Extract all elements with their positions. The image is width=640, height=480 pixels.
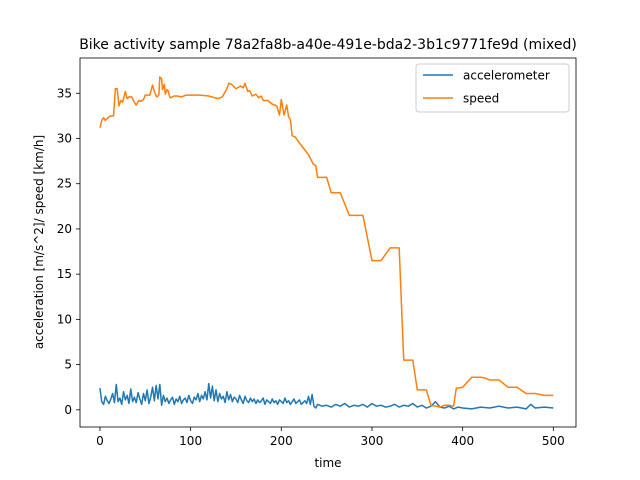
y-tick-label: 0 — [64, 403, 72, 417]
series-line-speed — [99, 76, 554, 408]
x-axis-label: time — [314, 456, 341, 470]
plot-background — [80, 58, 576, 427]
y-tick-label: 20 — [57, 222, 72, 236]
y-axis: 0 5 10 15 20 25 30 35 — [57, 86, 80, 417]
chart-title: Bike activity sample 78a2fa8b-a40e-491e-… — [79, 37, 577, 53]
legend: accelerometer speed — [415, 63, 570, 113]
plot-frame — [79, 57, 577, 428]
x-tick-label: 300 — [361, 434, 384, 448]
series-layer — [99, 76, 554, 410]
y-tick-label: 10 — [57, 312, 72, 326]
y-tick-label: 25 — [57, 177, 72, 191]
y-tick-label: 35 — [57, 86, 72, 100]
x-tick-label: 0 — [96, 434, 104, 448]
x-tick-label: 100 — [179, 434, 202, 448]
x-axis: 0 100 200 300 400 500 — [96, 427, 565, 448]
y-axis-label: acceleration [m/s^2]/ speed [km/h] — [32, 135, 46, 349]
y-tick-label: 15 — [57, 267, 72, 281]
x-tick-label: 400 — [451, 434, 474, 448]
plot-area — [79, 57, 577, 428]
legend-label-accelerometer: accelerometer — [463, 69, 550, 83]
series-line-accelerometer — [99, 382, 554, 410]
legend-box — [415, 63, 570, 113]
x-tick-label: 500 — [542, 434, 565, 448]
x-tick-label: 200 — [270, 434, 293, 448]
legend-label-speed: speed — [463, 92, 499, 106]
y-tick-label: 30 — [57, 131, 72, 145]
y-tick-label: 5 — [64, 358, 72, 372]
